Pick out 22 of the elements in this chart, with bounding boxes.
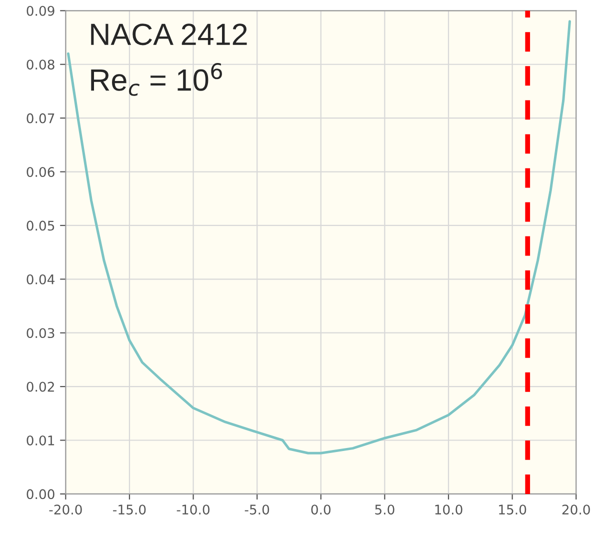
y-tick-label: 0.00: [26, 489, 54, 500]
x-tick-label: 0.0: [311, 504, 331, 515]
x-tick-label: -5.0: [244, 504, 270, 515]
x-tick-label: 20.0: [562, 504, 590, 515]
y-tick-label: 0.07: [26, 113, 54, 124]
annotation: NACA 2412: [91, 24, 247, 46]
y-tick-label: 0.02: [26, 382, 54, 392]
annotation: Re$_{c}$ = 10$^{6}$: [91, 63, 222, 96]
y-tick-label: 0.03: [26, 328, 54, 338]
y-tick-label: 0.06: [26, 166, 54, 177]
y-tick-label: 0.09: [26, 6, 54, 16]
y-tick-label: 0.04: [26, 274, 55, 284]
y-tick-label: 0.01: [26, 435, 54, 446]
x-tick-label: 10.0: [435, 504, 462, 515]
x-tick-label: 5.0: [375, 504, 394, 515]
y-tick-label: 0.05: [26, 220, 54, 231]
x-tick-label: -15.0: [113, 504, 146, 515]
x-tick-label: 15.0: [499, 504, 526, 515]
line-series: [66, 20, 571, 454]
x-tick-label: -20.0: [49, 504, 82, 515]
x-tick-label: -10.0: [176, 504, 210, 515]
y-tick-label: 0.08: [26, 60, 54, 70]
